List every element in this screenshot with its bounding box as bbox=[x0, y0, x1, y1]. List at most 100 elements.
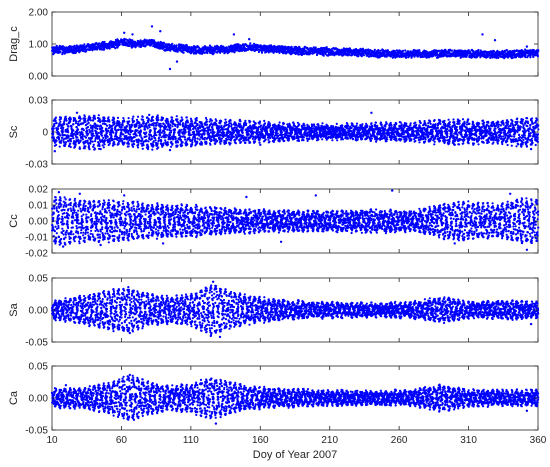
data-point bbox=[176, 44, 178, 46]
data-point bbox=[133, 120, 135, 122]
data-point bbox=[244, 142, 246, 144]
data-point bbox=[151, 149, 153, 151]
data-point bbox=[87, 140, 89, 142]
data-point bbox=[119, 122, 121, 124]
data-point bbox=[196, 119, 198, 121]
data-point bbox=[218, 127, 220, 129]
data-point bbox=[497, 57, 499, 59]
data-point bbox=[363, 54, 365, 56]
data-point bbox=[146, 140, 148, 142]
data-point bbox=[107, 116, 109, 118]
data-point bbox=[209, 121, 211, 123]
panel-sc: -0.0300.03Sc bbox=[8, 96, 539, 171]
data-point bbox=[162, 117, 164, 119]
data-point bbox=[196, 117, 198, 119]
data-point bbox=[72, 130, 74, 132]
data-point bbox=[191, 141, 193, 143]
data-point bbox=[53, 125, 55, 127]
data-point bbox=[62, 127, 64, 129]
data-point bbox=[137, 144, 139, 146]
scatter-points bbox=[51, 25, 539, 70]
data-point bbox=[70, 146, 72, 148]
y-tick-label: 0.00 bbox=[29, 72, 49, 83]
data-point bbox=[189, 129, 191, 131]
data-point bbox=[225, 142, 227, 144]
data-point bbox=[156, 124, 158, 126]
data-point bbox=[109, 143, 111, 145]
data-point bbox=[85, 121, 87, 123]
data-point bbox=[184, 136, 186, 138]
data-point bbox=[153, 125, 155, 127]
data-point bbox=[249, 141, 251, 143]
data-point bbox=[181, 116, 183, 118]
data-point bbox=[223, 132, 225, 134]
data-point bbox=[68, 135, 70, 137]
data-point bbox=[75, 122, 77, 124]
data-point bbox=[230, 142, 232, 144]
data-point bbox=[215, 120, 217, 122]
data-point bbox=[114, 143, 116, 145]
data-point-outlier bbox=[159, 30, 161, 32]
data-point bbox=[70, 138, 72, 140]
data-point bbox=[221, 138, 223, 140]
data-point bbox=[89, 124, 91, 126]
data-point bbox=[404, 49, 406, 51]
data-point bbox=[59, 146, 61, 148]
data-point bbox=[76, 126, 78, 128]
data-point bbox=[84, 145, 86, 147]
data-point bbox=[115, 131, 117, 133]
data-point bbox=[165, 136, 167, 138]
data-point bbox=[263, 120, 265, 122]
data-point bbox=[111, 127, 113, 129]
data-point bbox=[179, 124, 181, 126]
data-point bbox=[293, 123, 295, 125]
data-point bbox=[220, 125, 222, 127]
data-point bbox=[170, 130, 172, 132]
data-point bbox=[155, 139, 157, 141]
data-point bbox=[103, 117, 105, 119]
data-point bbox=[88, 148, 90, 150]
data-point bbox=[148, 136, 150, 138]
data-point bbox=[132, 116, 134, 118]
data-point bbox=[135, 125, 137, 127]
data-point bbox=[239, 123, 241, 125]
data-point bbox=[230, 120, 232, 122]
data-point bbox=[255, 123, 257, 125]
data-point bbox=[59, 121, 61, 123]
data-point bbox=[98, 132, 100, 134]
data-point bbox=[140, 130, 142, 132]
data-point bbox=[102, 144, 104, 146]
data-point bbox=[53, 127, 55, 129]
data-point bbox=[205, 142, 207, 144]
data-point bbox=[157, 146, 159, 148]
data-point bbox=[104, 120, 106, 122]
data-point bbox=[249, 42, 251, 44]
data-point bbox=[145, 131, 147, 133]
data-point bbox=[185, 141, 187, 143]
data-point bbox=[80, 139, 82, 141]
data-point bbox=[63, 123, 65, 125]
data-point bbox=[357, 55, 359, 57]
data-point bbox=[118, 143, 120, 145]
data-point bbox=[85, 137, 87, 139]
data-point bbox=[477, 49, 479, 51]
data-point-outlier bbox=[169, 68, 171, 70]
data-point bbox=[150, 130, 152, 132]
data-point bbox=[137, 146, 139, 148]
data-point bbox=[231, 124, 233, 126]
data-point bbox=[70, 118, 72, 120]
data-point-outlier bbox=[233, 33, 235, 35]
data-point-outlier bbox=[151, 25, 153, 27]
data-point bbox=[110, 135, 112, 137]
data-point bbox=[64, 143, 66, 145]
data-point bbox=[55, 120, 57, 122]
data-point bbox=[113, 121, 115, 123]
data-point bbox=[147, 121, 149, 123]
data-point bbox=[418, 49, 420, 51]
data-point bbox=[53, 136, 55, 138]
data-point bbox=[137, 129, 139, 131]
data-point bbox=[67, 131, 69, 133]
y-axis-label: Drag_c bbox=[8, 26, 20, 62]
data-point bbox=[183, 52, 185, 54]
data-point bbox=[162, 144, 164, 146]
